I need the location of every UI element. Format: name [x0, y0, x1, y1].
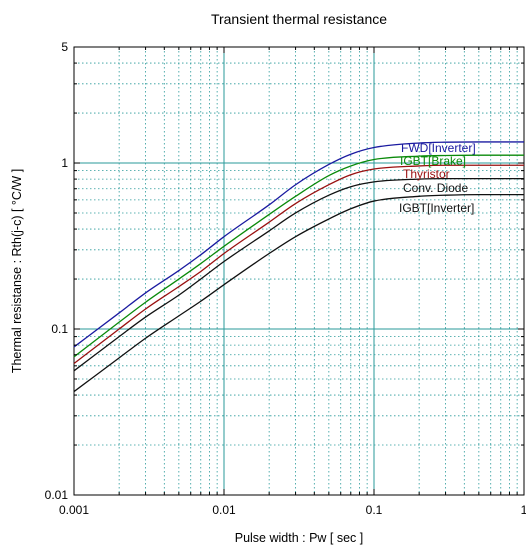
series-label-3: Conv. Diode: [403, 181, 468, 195]
chart-title: Transient thermal resistance: [211, 11, 387, 27]
x-tick-label: 1: [521, 503, 526, 517]
x-tick-label: 0.1: [366, 503, 383, 517]
x-tick-label: 0.001: [59, 503, 89, 517]
y-tick-label: 0.1: [51, 322, 68, 336]
series-label-4: IGBT[Inverter]: [399, 201, 474, 215]
plot-frame: [73, 46, 525, 496]
series-label-1: IGBT[Brake]: [400, 154, 466, 168]
series-line-4: [73, 193, 524, 393]
series-label-0: FWD[Inverter]: [401, 141, 476, 155]
x-axis-label: Pulse width : Pw [ sec ]: [235, 531, 364, 545]
series-line-1: [73, 154, 524, 358]
series-line-3: [73, 178, 524, 372]
series-line-0: [73, 141, 524, 348]
series-layer: [73, 141, 524, 393]
y-tick-label: 5: [61, 40, 68, 54]
y-tick-label: 1: [61, 156, 68, 170]
series-label-2: Thyristor: [403, 167, 450, 181]
grid-major: [74, 47, 524, 495]
series-line-2: [73, 164, 524, 364]
tick-labels: 0.001 0.01 0.1 10.010.115: [45, 40, 526, 517]
x-tick-label: 0.01: [212, 503, 236, 517]
y-axis-label: Thermal resistanse : Rth(j-c) [ °C/W ]: [10, 169, 24, 373]
y-tick-label: 0.01: [45, 488, 69, 502]
grid-minor: [74, 47, 524, 495]
